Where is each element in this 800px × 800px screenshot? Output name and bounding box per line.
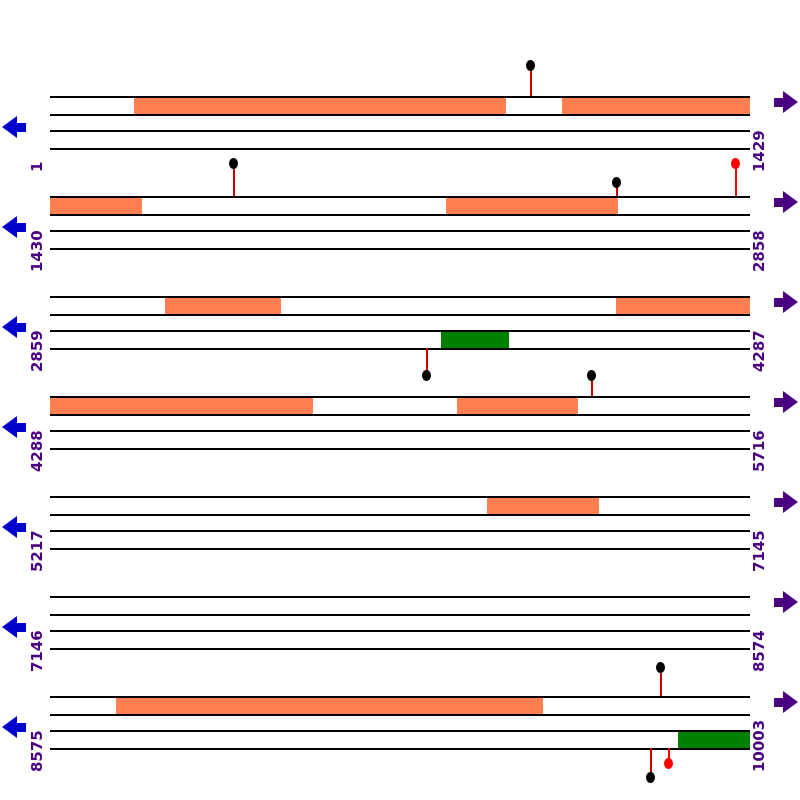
strand-line bbox=[50, 314, 750, 316]
strand-line bbox=[50, 514, 750, 516]
orf-block-reverse[interactable] bbox=[441, 332, 509, 348]
marker-head-icon bbox=[612, 177, 621, 188]
orf-block[interactable] bbox=[50, 398, 313, 414]
marker-head-icon bbox=[422, 370, 431, 381]
strand-line bbox=[50, 630, 750, 632]
row-end-coordinate: 10003 bbox=[750, 719, 768, 772]
row-start-coordinate: 8575 bbox=[28, 730, 46, 772]
marker-stem bbox=[233, 164, 235, 196]
strand-line bbox=[50, 148, 750, 150]
orf-block[interactable] bbox=[134, 98, 506, 114]
marker-head-icon bbox=[664, 758, 673, 769]
orf-block[interactable] bbox=[562, 98, 750, 114]
strand-line bbox=[50, 714, 750, 716]
strand-line bbox=[50, 348, 750, 350]
row-end-coordinate: 2858 bbox=[750, 230, 768, 272]
strand-line bbox=[50, 748, 750, 750]
row-end-coordinate: 4287 bbox=[750, 330, 768, 372]
strand-line bbox=[50, 530, 750, 532]
strand-line bbox=[50, 448, 750, 450]
orf-block[interactable] bbox=[165, 298, 281, 314]
row-end-coordinate: 1429 bbox=[750, 130, 768, 172]
orf-block[interactable] bbox=[487, 498, 599, 514]
strand-line bbox=[50, 648, 750, 650]
marker-stem bbox=[735, 164, 737, 196]
strand-line bbox=[50, 730, 750, 732]
row-end-coordinate: 5716 bbox=[750, 430, 768, 472]
strand-line bbox=[50, 248, 750, 250]
row-start-coordinate: 1430 bbox=[28, 230, 46, 272]
strand-line bbox=[50, 130, 750, 132]
marker-head-icon bbox=[526, 60, 535, 71]
strand-line bbox=[50, 696, 750, 698]
row-start-coordinate: 5217 bbox=[28, 530, 46, 572]
row-start-coordinate: 7146 bbox=[28, 630, 46, 672]
orf-block-reverse[interactable] bbox=[678, 732, 750, 748]
strand-line bbox=[50, 548, 750, 550]
marker-stem bbox=[616, 183, 618, 196]
marker-head-icon bbox=[229, 158, 238, 169]
strand-line bbox=[50, 214, 750, 216]
row-end-coordinate: 8574 bbox=[750, 630, 768, 672]
orf-block[interactable] bbox=[457, 398, 578, 414]
strand-line bbox=[50, 114, 750, 116]
marker-head-icon bbox=[587, 370, 596, 381]
strand-line bbox=[50, 396, 750, 398]
orf-block[interactable] bbox=[616, 298, 750, 314]
orf-block[interactable] bbox=[116, 698, 543, 714]
row-start-coordinate: 4288 bbox=[28, 430, 46, 472]
strand-line bbox=[50, 330, 750, 332]
strand-line bbox=[50, 96, 750, 98]
marker-head-icon bbox=[646, 772, 655, 783]
marker-stem bbox=[660, 668, 662, 696]
marker-stem bbox=[591, 376, 593, 396]
orf-block[interactable] bbox=[50, 198, 142, 214]
marker-stem bbox=[650, 748, 652, 776]
strand-line bbox=[50, 230, 750, 232]
marker-stem bbox=[426, 348, 428, 374]
marker-head-icon bbox=[731, 158, 740, 169]
marker-stem bbox=[530, 66, 532, 96]
marker-stem bbox=[668, 748, 670, 762]
row-start-coordinate: 1 bbox=[28, 161, 46, 172]
strand-line bbox=[50, 296, 750, 298]
strand-line bbox=[50, 414, 750, 416]
strand-line bbox=[50, 430, 750, 432]
marker-head-icon bbox=[656, 662, 665, 673]
strand-line bbox=[50, 614, 750, 616]
strand-line bbox=[50, 496, 750, 498]
orf-block[interactable] bbox=[446, 198, 618, 214]
strand-line bbox=[50, 196, 750, 198]
row-start-coordinate: 2859 bbox=[28, 330, 46, 372]
row-end-coordinate: 7145 bbox=[750, 530, 768, 572]
strand-line bbox=[50, 596, 750, 598]
